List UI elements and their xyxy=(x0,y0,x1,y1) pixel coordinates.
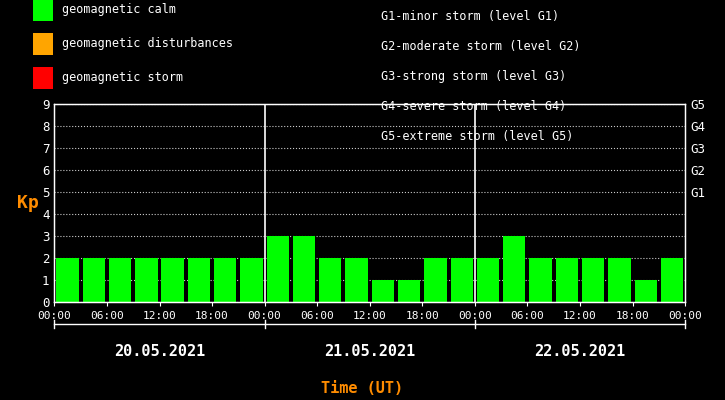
Bar xyxy=(293,236,315,302)
Text: geomagnetic storm: geomagnetic storm xyxy=(62,72,183,84)
Bar xyxy=(424,258,447,302)
Bar xyxy=(398,280,420,302)
Bar xyxy=(162,258,184,302)
Bar xyxy=(135,258,157,302)
Bar xyxy=(503,236,526,302)
Bar xyxy=(582,258,605,302)
Bar xyxy=(267,236,289,302)
Text: geomagnetic calm: geomagnetic calm xyxy=(62,4,175,16)
Bar xyxy=(634,280,657,302)
Bar xyxy=(188,258,210,302)
Text: Time (UT): Time (UT) xyxy=(321,381,404,396)
Text: 21.05.2021: 21.05.2021 xyxy=(324,344,415,359)
Bar xyxy=(345,258,368,302)
Bar xyxy=(109,258,131,302)
Bar xyxy=(477,258,500,302)
Bar xyxy=(450,258,473,302)
Bar xyxy=(57,258,79,302)
Text: 22.05.2021: 22.05.2021 xyxy=(534,344,626,359)
Bar xyxy=(660,258,683,302)
Bar xyxy=(240,258,262,302)
Y-axis label: Kp: Kp xyxy=(17,194,39,212)
Text: geomagnetic disturbances: geomagnetic disturbances xyxy=(62,38,233,50)
Text: G5-extreme storm (level G5): G5-extreme storm (level G5) xyxy=(381,130,573,143)
Bar xyxy=(555,258,578,302)
Bar xyxy=(214,258,236,302)
Text: G2-moderate storm (level G2): G2-moderate storm (level G2) xyxy=(381,40,580,53)
Bar xyxy=(372,280,394,302)
Text: G1-minor storm (level G1): G1-minor storm (level G1) xyxy=(381,10,559,23)
Bar xyxy=(319,258,341,302)
Text: G4-severe storm (level G4): G4-severe storm (level G4) xyxy=(381,100,566,113)
Bar xyxy=(83,258,105,302)
Text: G3-strong storm (level G3): G3-strong storm (level G3) xyxy=(381,70,566,83)
Bar xyxy=(529,258,552,302)
Text: 20.05.2021: 20.05.2021 xyxy=(114,344,205,359)
Bar xyxy=(608,258,631,302)
